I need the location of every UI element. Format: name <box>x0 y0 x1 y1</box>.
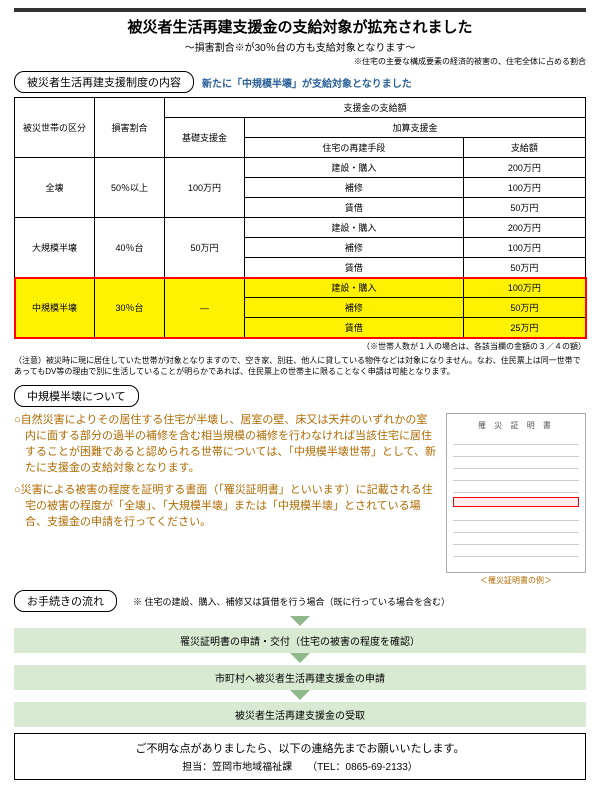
table-row: — <box>165 278 245 338</box>
table-row: 200万円 <box>463 218 585 238</box>
table-row: 補修 <box>245 178 464 198</box>
support-table: 被災世帯の区分 損害割合 支援金の支給額 基礎支援金 加算支援金 住宅の再建手段… <box>14 97 586 338</box>
th-base: 基礎支援金 <box>165 118 245 158</box>
table-row: 賃借 <box>245 318 464 338</box>
table-row: 補修 <box>245 298 464 318</box>
table-row: 大規模半壊 <box>15 218 95 278</box>
flow-step: 市町村へ被災者生活再建支援金の申請 <box>14 665 586 690</box>
table-row: 補修 <box>245 238 464 258</box>
table-row: 100万円 <box>463 178 585 198</box>
table-row: 建設・購入 <box>245 218 464 238</box>
table-row: 40％台 <box>95 218 165 278</box>
table-row: 25万円 <box>463 318 585 338</box>
th-add: 加算支援金 <box>245 118 586 138</box>
th-method: 住宅の再建手段 <box>245 138 464 158</box>
certificate-thumbnail: 罹 災 証 明 書 <box>446 413 586 573</box>
th-pay: 支給額 <box>463 138 585 158</box>
th-category: 被災世帯の区分 <box>15 98 95 158</box>
table-row: 中規模半壊 <box>15 278 95 338</box>
table-row: 建設・購入 <box>245 158 464 178</box>
contact-line1: ご不明な点がありましたら、以下の連絡先までお願いいたします。 <box>21 740 579 756</box>
section3-label: お手続きの流れ <box>14 590 117 612</box>
flow-step: 被災者生活再建支援金の受取 <box>14 702 586 727</box>
section2-body: ○自然災害によりその居住する住宅が半壊し、居室の壁、床又は天井のいずれかの室内に… <box>14 413 438 586</box>
flow-step: 罹災証明書の申請・交付（住宅の被害の程度を確認） <box>14 628 586 653</box>
table-row: 建設・購入 <box>245 278 464 298</box>
procedure-flow: 罹災証明書の申請・交付（住宅の被害の程度を確認） 市町村へ被災者生活再建支援金の… <box>14 616 586 727</box>
table-row: 50万円 <box>463 198 585 218</box>
contact-box: ご不明な点がありましたら、以下の連絡先までお願いいたします。 担当：笠岡市地域福… <box>14 733 586 780</box>
section3-note: ※ 住宅の建設、購入、補修又は賃借を行う場合（既に行っている場合を含む） <box>133 595 450 608</box>
table-row: 50万円 <box>463 258 585 278</box>
contact-line2: 担当：笠岡市地域福祉課 （TEL：0865-69-2133） <box>21 758 579 773</box>
th-ratio: 損害割合 <box>95 98 165 158</box>
table-row: 100万円 <box>463 238 585 258</box>
arrow-down-icon <box>14 616 586 626</box>
section2-para2: ○災害による被害の程度を証明する書面（「罹災証明書」といいます）に記載される住宅… <box>14 483 438 531</box>
page-subtitle: ～損害割合※が30％台の方も支給対象となります～ <box>14 39 586 54</box>
arrow-down-icon <box>14 690 586 700</box>
page-title: 被災者生活再建支援金の支給対象が拡充されました <box>14 16 586 37</box>
table-row: 100万円 <box>463 278 585 298</box>
section1-note: 新たに「中規模半壊」が支給対象となりました <box>202 75 412 90</box>
table-footer2: （注意）被災時に現に居住していた世帯が対象となりますので、空き家、別荘、他人に貸… <box>14 356 586 377</box>
section1-label: 被災者生活再建支援制度の内容 <box>14 71 194 93</box>
table-row: 50万円 <box>165 218 245 278</box>
table-row: 50％以上 <box>95 158 165 218</box>
thumb-caption: ＜罹災証明書の例＞ <box>446 575 586 586</box>
section2-para1: ○自然災害によりその居住する住宅が半壊し、居室の壁、床又は天井のいずれかの室内に… <box>14 413 438 477</box>
table-row: 賃借 <box>245 258 464 278</box>
thumb-title: 罹 災 証 明 書 <box>453 420 579 431</box>
table-footer1: （※世帯人数が１人の場合は、各該当欄の金額の３／４の額） <box>14 342 586 352</box>
table-row: 50万円 <box>463 298 585 318</box>
page-topnote: ※住宅の主要な構成要素の経済的被害の、住宅全体に占める割合 <box>14 56 586 67</box>
table-row: 30％台 <box>95 278 165 338</box>
section2-label: 中規模半壊について <box>14 385 139 407</box>
th-amount-group: 支援金の支給額 <box>165 98 586 118</box>
table-row: 賃借 <box>245 198 464 218</box>
arrow-down-icon <box>14 653 586 663</box>
table-row: 100万円 <box>165 158 245 218</box>
table-row: 全壊 <box>15 158 95 218</box>
table-row: 200万円 <box>463 158 585 178</box>
